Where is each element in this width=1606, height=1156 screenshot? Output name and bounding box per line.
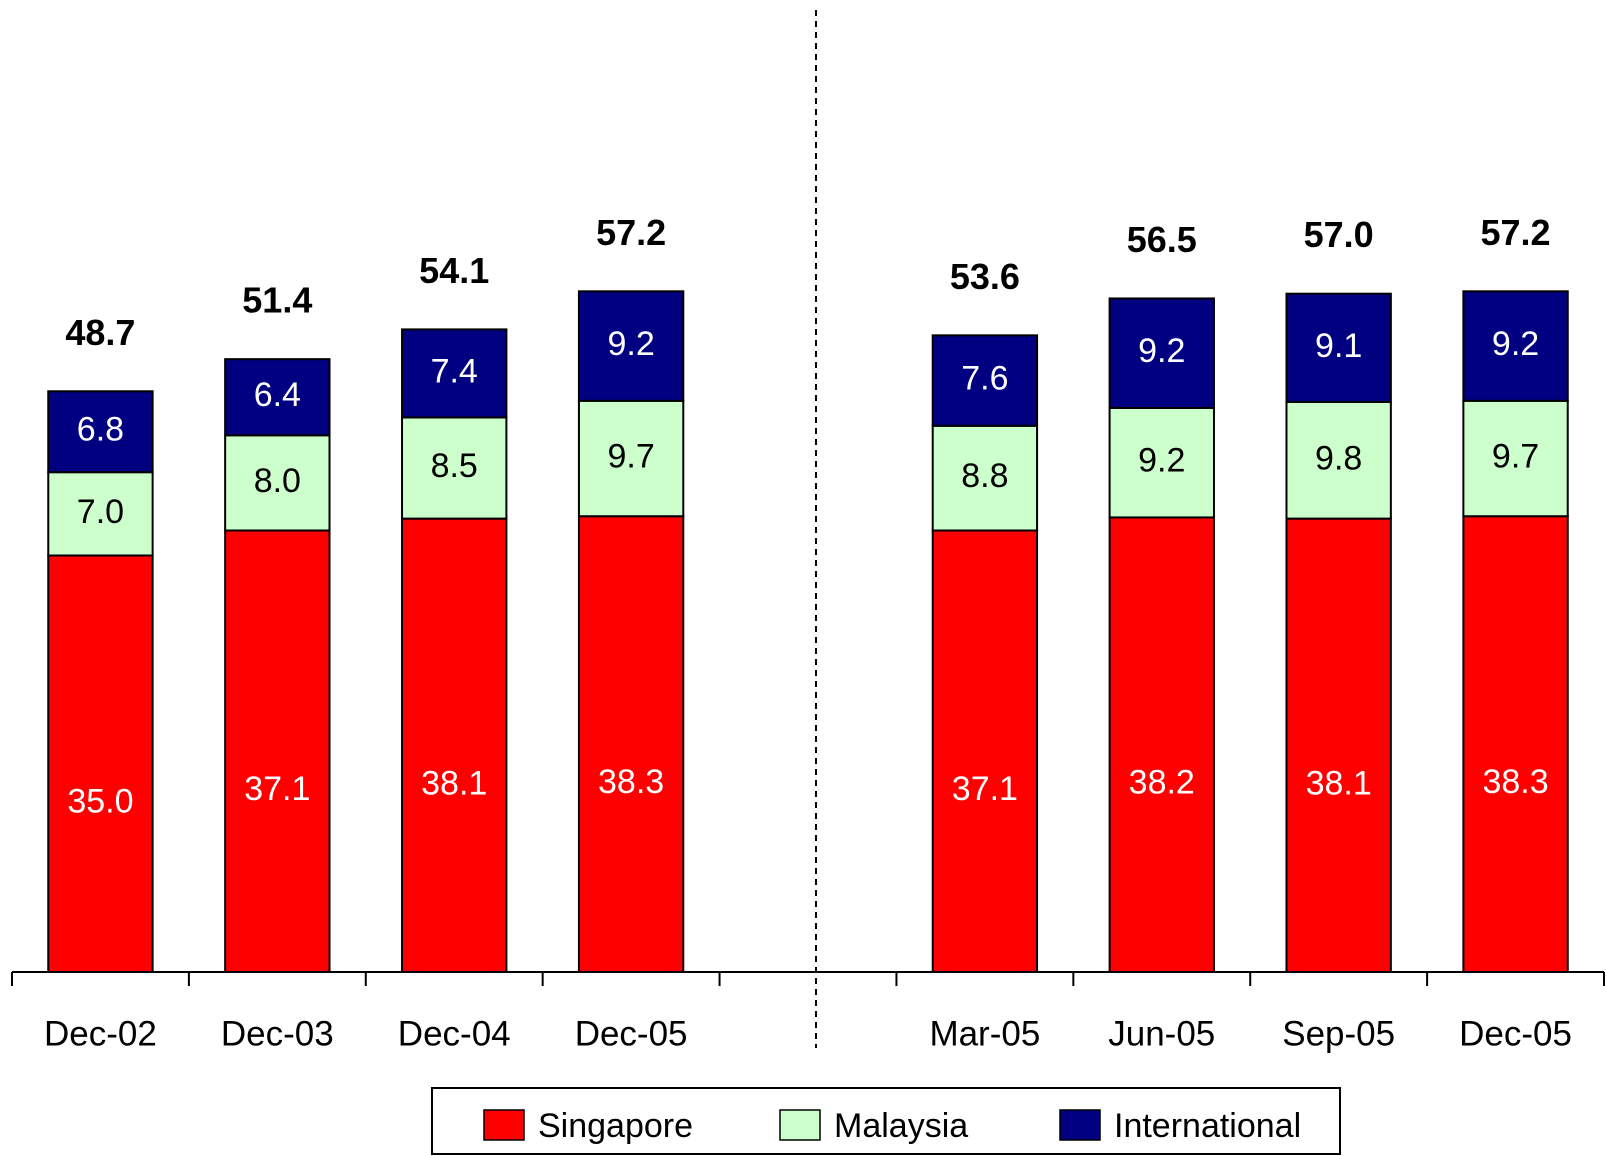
total-label: 51.4 [242, 280, 312, 321]
data-label: 8.8 [961, 457, 1008, 495]
bar-segment [401, 416, 508, 520]
data-label: 8.5 [431, 447, 478, 485]
data-label: 37.1 [244, 770, 310, 808]
data-label: 9.7 [607, 437, 654, 475]
bar-segment [577, 515, 685, 973]
x-tick-label: Mar-05 [929, 1014, 1040, 1053]
bar-segment [577, 399, 685, 518]
x-tick-label: Dec-02 [44, 1014, 157, 1053]
data-label: 6.8 [77, 411, 124, 449]
x-tick-label: Dec-03 [221, 1014, 334, 1053]
data-label: 9.7 [1492, 437, 1539, 475]
bar-segment [1285, 517, 1392, 973]
data-label: 6.4 [254, 376, 301, 414]
total-label: 56.5 [1127, 219, 1197, 260]
data-label: 9.2 [607, 325, 654, 363]
legend-swatch [483, 1109, 525, 1141]
data-label: 9.1 [1315, 327, 1362, 365]
data-label: 7.4 [431, 352, 478, 390]
total-label: 48.7 [65, 312, 135, 353]
data-label: 9.2 [1492, 325, 1539, 363]
bar-segment [47, 390, 154, 474]
x-tick-label: Sep-05 [1282, 1014, 1395, 1053]
bar-segment [1108, 297, 1215, 409]
legend-label: International [1114, 1107, 1301, 1145]
legend-swatch [1059, 1109, 1101, 1141]
data-label: 37.1 [952, 770, 1018, 808]
data-label: 9.8 [1315, 439, 1362, 477]
data-label: 38.2 [1129, 764, 1195, 802]
total-label: 57.0 [1304, 214, 1374, 255]
bar-segment [401, 328, 508, 419]
bar-segment [401, 517, 508, 973]
legend-swatch [779, 1109, 821, 1141]
data-label: 38.3 [598, 763, 664, 801]
x-tick-label: Jun-05 [1108, 1014, 1215, 1053]
legend-label: Singapore [538, 1107, 693, 1145]
bar-segment [224, 434, 331, 532]
x-tick-label: Dec-05 [575, 1014, 688, 1053]
data-label: 7.6 [961, 360, 1008, 398]
legend-label: Malaysia [834, 1107, 968, 1145]
total-label: 57.2 [596, 212, 666, 253]
legend-box [431, 1087, 1341, 1155]
bar-segment [1462, 399, 1569, 518]
bar-segment [1285, 292, 1392, 403]
data-label: 38.3 [1482, 763, 1548, 801]
bar-segment [931, 424, 1039, 532]
bar-segment [1285, 400, 1392, 520]
x-tick-label: Dec-05 [1459, 1014, 1572, 1053]
bar-segment [1462, 290, 1569, 402]
data-label: 38.1 [1306, 764, 1372, 802]
x-tick-label: Dec-04 [398, 1014, 511, 1053]
bar-segment [224, 358, 331, 437]
bar-segment [931, 334, 1039, 427]
data-label: 38.1 [421, 764, 487, 802]
bar-segment [931, 529, 1039, 973]
data-label: 8.0 [254, 462, 301, 500]
bar-segment [577, 290, 685, 402]
data-label: 9.2 [1138, 332, 1185, 370]
data-label: 35.0 [67, 783, 133, 821]
bar-segment [224, 529, 331, 973]
bar-segment [1108, 406, 1215, 519]
total-label: 57.2 [1481, 212, 1551, 253]
total-label: 54.1 [419, 250, 489, 291]
bar-segment [1108, 516, 1215, 973]
bar-segment [47, 554, 154, 973]
data-label: 7.0 [77, 493, 124, 531]
data-label: 9.2 [1138, 442, 1185, 480]
total-label: 53.6 [950, 256, 1020, 297]
bar-segment [47, 471, 154, 557]
bar-segment [1462, 515, 1569, 973]
